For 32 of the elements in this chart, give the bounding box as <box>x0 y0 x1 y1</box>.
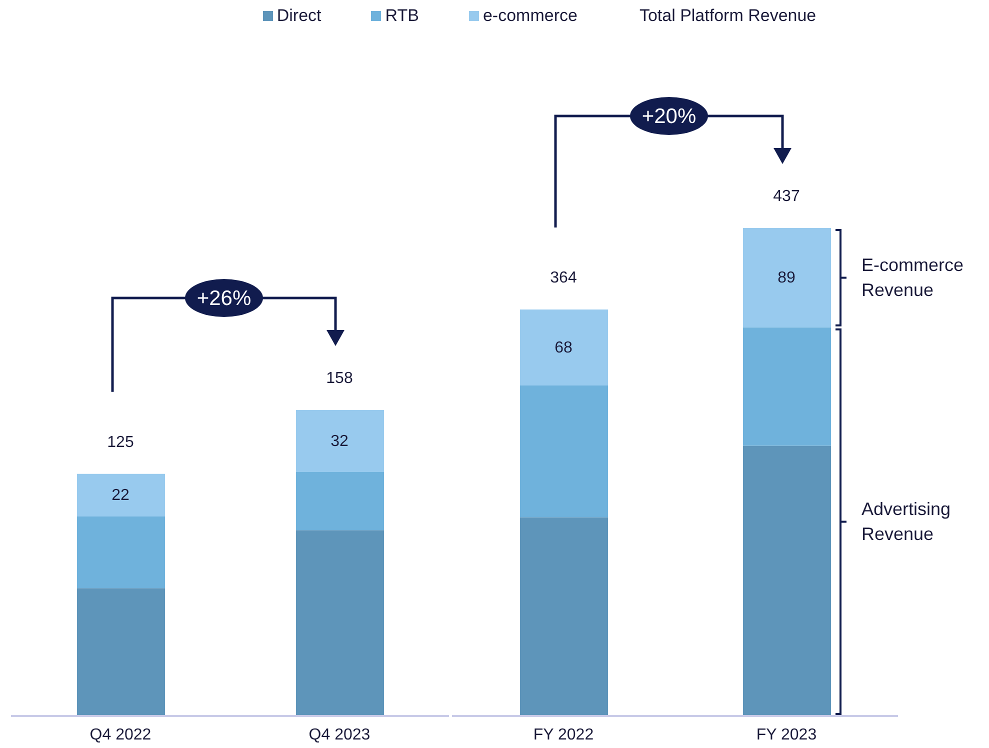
text: +20% <box>642 104 696 128</box>
legend-label: e-commerce <box>482 6 578 25</box>
bar <box>296 472 384 530</box>
bar <box>520 517 608 716</box>
total-label: 364 <box>550 269 577 286</box>
data-label: 68 <box>554 338 572 356</box>
annotation: Advertising Revenue <box>862 499 951 544</box>
bar <box>77 588 165 716</box>
data-label: 22 <box>112 486 130 504</box>
annotation: E-commerce Revenue <box>862 255 964 300</box>
total-label: 125 <box>107 433 134 450</box>
bar <box>296 410 384 472</box>
data-label: 89 <box>778 269 796 286</box>
total-label: 158 <box>326 370 353 386</box>
legend-label: RTB <box>385 6 419 25</box>
x-tick-label: FY 2023 <box>756 726 817 744</box>
bar <box>520 385 608 518</box>
bar <box>77 516 165 588</box>
text: +26% <box>196 286 252 310</box>
bar <box>520 310 608 386</box>
bar <box>296 530 384 716</box>
bar <box>77 474 165 517</box>
bar <box>743 446 831 716</box>
legend-title: Total Platform Revenue <box>639 6 816 25</box>
x-tick-label: FY 2022 <box>533 726 594 744</box>
x-tick-label: Q4 2022 <box>90 726 152 744</box>
legend-label: Direct <box>276 6 322 25</box>
bar <box>743 228 831 328</box>
data-label: 32 <box>330 432 348 450</box>
bar <box>743 327 831 446</box>
x-tick-label: Q4 2023 <box>308 726 370 744</box>
total-label: 437 <box>773 188 800 204</box>
